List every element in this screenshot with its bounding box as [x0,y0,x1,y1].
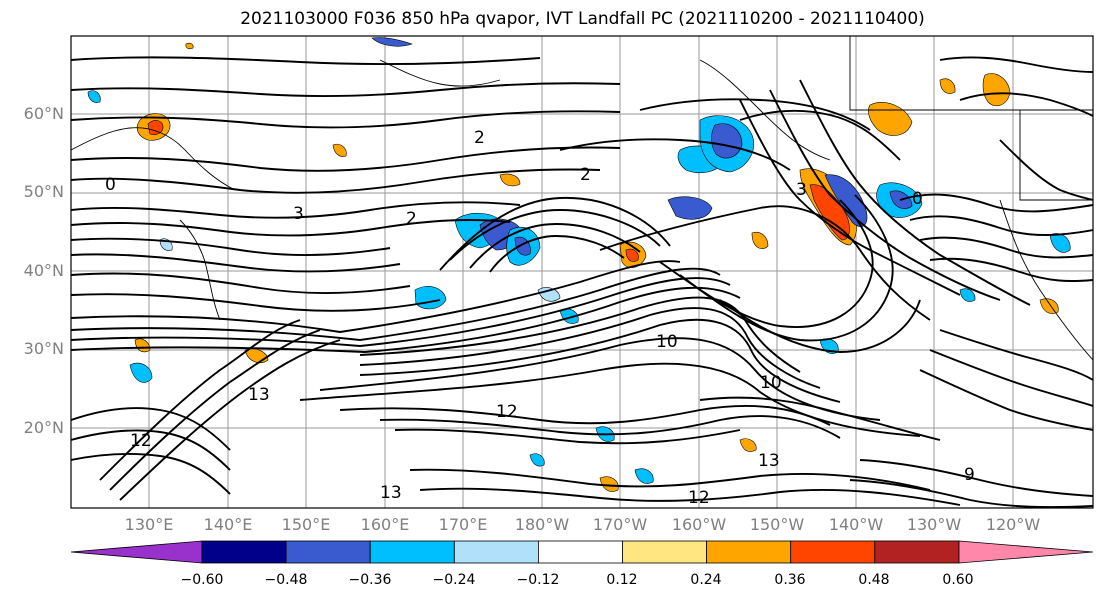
lon-label: 170°W [592,515,648,534]
lat-label: 50°N [23,182,64,201]
colorbar-tick-label: 0.36 [774,572,806,588]
lat-label: 20°N [23,418,64,437]
contour-label: 2 [406,209,417,229]
colorbar-tick-label: −0.48 [264,572,308,588]
colorbar-segment [706,540,792,564]
lat-label: 60°N [23,104,64,123]
colorbar-segment [622,540,707,564]
colorbar-tick-label: −0.36 [348,572,392,588]
contour-label: 3 [293,204,304,224]
colorbar-extend-high [958,540,1094,564]
contour-label: 2 [580,165,591,185]
colorbar-segment [201,540,287,564]
lat-label: 30°N [23,339,64,358]
colorbar-tick-label: 0.24 [690,572,722,588]
colorbar-tick-label: 0.12 [606,572,638,588]
contour-label: 9 [964,465,975,485]
lon-label: 120°W [985,515,1041,534]
colorbar-segment [285,540,371,564]
lon-label: 170°E [438,515,488,534]
colorbar-segment [874,540,960,564]
colorbar-segment [369,540,455,564]
contour-label: 2 [474,128,485,148]
colorbar [70,540,1094,564]
contour-label: 0 [912,189,923,209]
colorbar-tick-label: −0.24 [432,572,476,588]
contour-label: 0 [105,175,116,195]
contour-label: 12 [688,488,710,508]
lon-label: 140°W [828,515,884,534]
lon-label: 130°W [906,515,962,534]
colorbar-tick-label: 0.48 [858,572,890,588]
contour-labels: 2 3 2 2 0 3 0 10 10 13 13 12 12 13 9 12 [105,128,975,508]
lon-label: 150°W [749,515,805,534]
map-area [71,36,1093,508]
colorbar-extend-low [70,540,203,564]
contour-label: 10 [760,373,782,393]
colorbar-tick-label: −0.60 [180,572,224,588]
colorbar-segment [453,540,539,564]
contour-label: 3 [796,180,807,200]
lon-label: 160°W [671,515,727,534]
lon-label: 180°W [514,515,570,534]
coastlines [71,36,1093,361]
plot-title: 2021103000 F036 850 hPa qvapor, IVT Land… [240,9,925,29]
colorbar-segment [538,540,623,564]
colorbar-segment [790,540,876,564]
lon-label: 160°E [360,515,410,534]
contour-label: 13 [380,483,402,503]
contour-label: 13 [758,451,780,471]
colorbar-tick-label: −0.12 [516,572,560,588]
ivt-contours [71,56,1093,508]
lon-label: 140°E [203,515,253,534]
colorbar-tick-label: 0.60 [942,572,974,588]
contour-label: 13 [248,385,270,405]
contour-label: 12 [130,431,152,451]
lat-label: 40°N [23,261,64,280]
lon-label: 150°E [281,515,331,534]
contour-label: 12 [496,402,518,422]
contour-label: 10 [656,332,678,352]
lon-label: 130°E [124,515,174,534]
map-frame [70,35,1094,509]
